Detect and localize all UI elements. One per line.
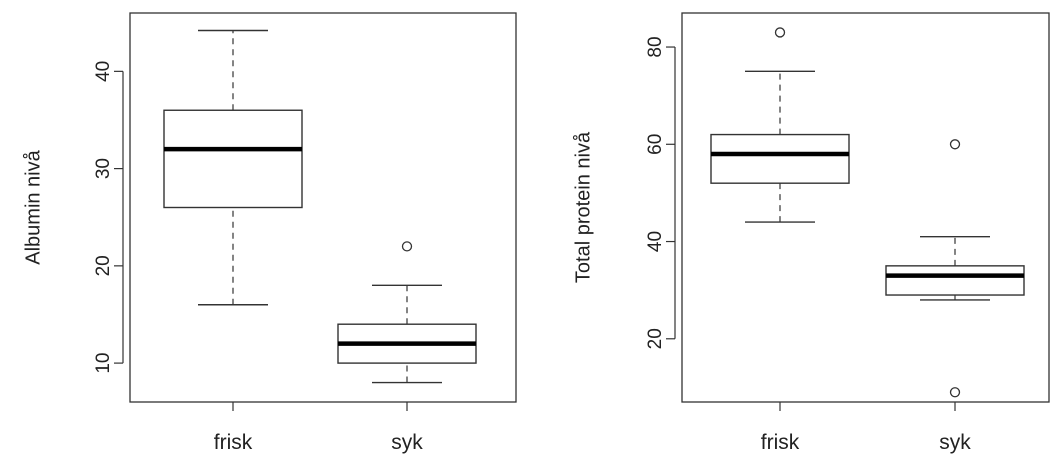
- y-tick-label: 30: [93, 158, 114, 179]
- y-axis-title: Albumin nivå: [22, 149, 44, 264]
- outlier-point: [774, 27, 786, 38]
- y-tick-label: 40: [645, 231, 666, 252]
- x-category-label: frisk: [761, 431, 800, 454]
- box-iqr: [163, 109, 303, 209]
- plot-frame: [681, 12, 1050, 403]
- outlier-point: [949, 139, 961, 150]
- x-category-label: syk: [939, 431, 971, 454]
- y-tick-label: 10: [93, 353, 114, 374]
- y-tick-label: 20: [645, 328, 666, 349]
- panel-2: 20 40 60 80 Total protein nivå frisk syk: [572, 12, 1050, 454]
- x-category-label: frisk: [214, 431, 253, 454]
- outlier-point: [949, 387, 961, 398]
- y-tick-label: 80: [645, 36, 666, 57]
- y-tick-label: 60: [645, 134, 666, 155]
- box-frisk: [710, 27, 850, 223]
- y-axis-title: Total protein nivå: [572, 131, 594, 283]
- plot-frame: [129, 12, 517, 403]
- x-category-label: syk: [391, 431, 423, 454]
- box-iqr: [710, 133, 850, 184]
- outlier-point: [401, 241, 413, 252]
- box-syk: [337, 241, 477, 384]
- box-syk: [885, 139, 1025, 398]
- panel-1: 10 20 30 40 Albumin nivå frisk syk: [22, 12, 517, 454]
- y-tick-label: 20: [93, 255, 114, 276]
- box-iqr: [885, 265, 1025, 296]
- box-frisk: [163, 29, 303, 306]
- y-tick-label: 40: [93, 61, 114, 82]
